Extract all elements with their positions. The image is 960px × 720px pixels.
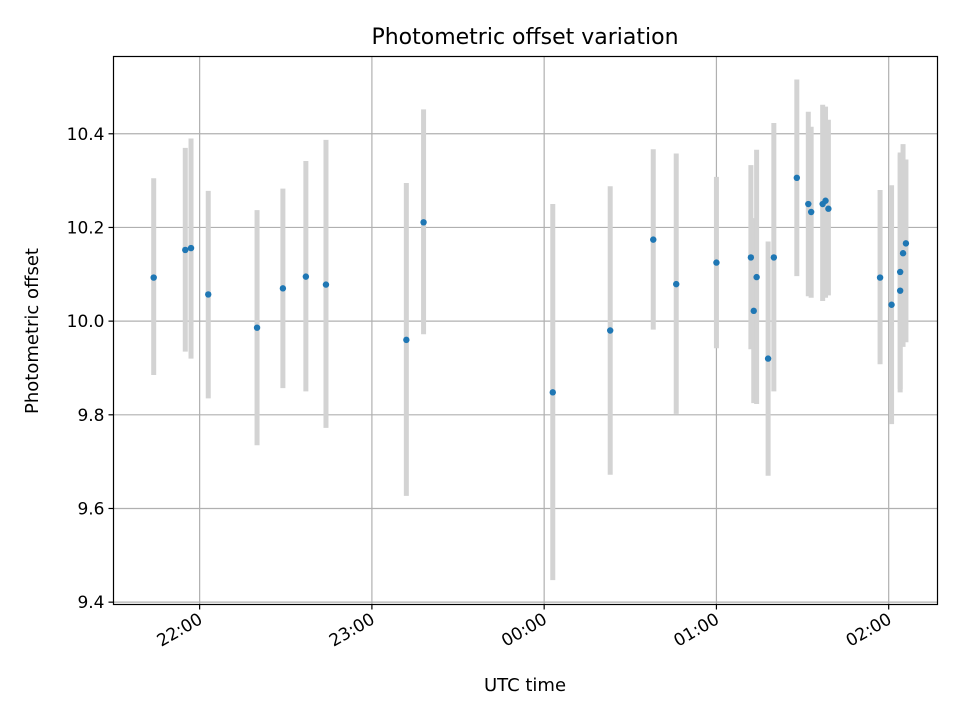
data-point bbox=[253, 324, 261, 331]
y-tick-label: 9.6 bbox=[77, 499, 104, 519]
data-point bbox=[753, 273, 760, 281]
data-point bbox=[770, 254, 778, 261]
data-point bbox=[793, 174, 801, 182]
data-point bbox=[205, 291, 212, 298]
data-point bbox=[876, 274, 884, 281]
point-layer bbox=[150, 174, 910, 396]
data-point bbox=[896, 287, 904, 294]
y-tick-label: 10.4 bbox=[67, 125, 105, 145]
grid-layer bbox=[113, 56, 938, 605]
chart-title: Photometric offset variation bbox=[371, 25, 678, 50]
data-point bbox=[896, 268, 904, 276]
y-tick-label: 10.0 bbox=[67, 312, 105, 332]
data-point bbox=[888, 301, 895, 308]
data-point bbox=[764, 355, 772, 362]
data-point bbox=[403, 336, 410, 344]
x-axis-label: UTC time bbox=[484, 675, 566, 696]
y-axis-label: Photometric offset bbox=[22, 248, 43, 414]
data-point bbox=[825, 205, 832, 212]
data-point bbox=[150, 274, 157, 281]
plot-frame bbox=[112, 55, 939, 606]
data-point bbox=[650, 236, 657, 243]
data-point bbox=[713, 259, 720, 266]
data-point bbox=[902, 240, 910, 247]
data-point bbox=[322, 281, 330, 288]
data-point bbox=[606, 327, 614, 334]
data-point bbox=[420, 219, 427, 226]
data-point bbox=[302, 273, 310, 280]
data-point bbox=[279, 285, 287, 292]
y-tick-label: 9.4 bbox=[77, 593, 104, 613]
data-point bbox=[899, 250, 907, 257]
y-tick-label: 10.2 bbox=[67, 218, 105, 238]
data-point bbox=[822, 197, 829, 204]
data-point bbox=[807, 208, 815, 216]
data-point bbox=[182, 246, 189, 254]
data-point bbox=[747, 254, 755, 261]
data-point bbox=[187, 244, 195, 252]
data-point bbox=[549, 389, 556, 396]
data-point bbox=[750, 307, 757, 315]
data-point bbox=[805, 200, 812, 208]
data-point bbox=[673, 280, 680, 288]
y-tick-label: 9.8 bbox=[77, 406, 104, 426]
